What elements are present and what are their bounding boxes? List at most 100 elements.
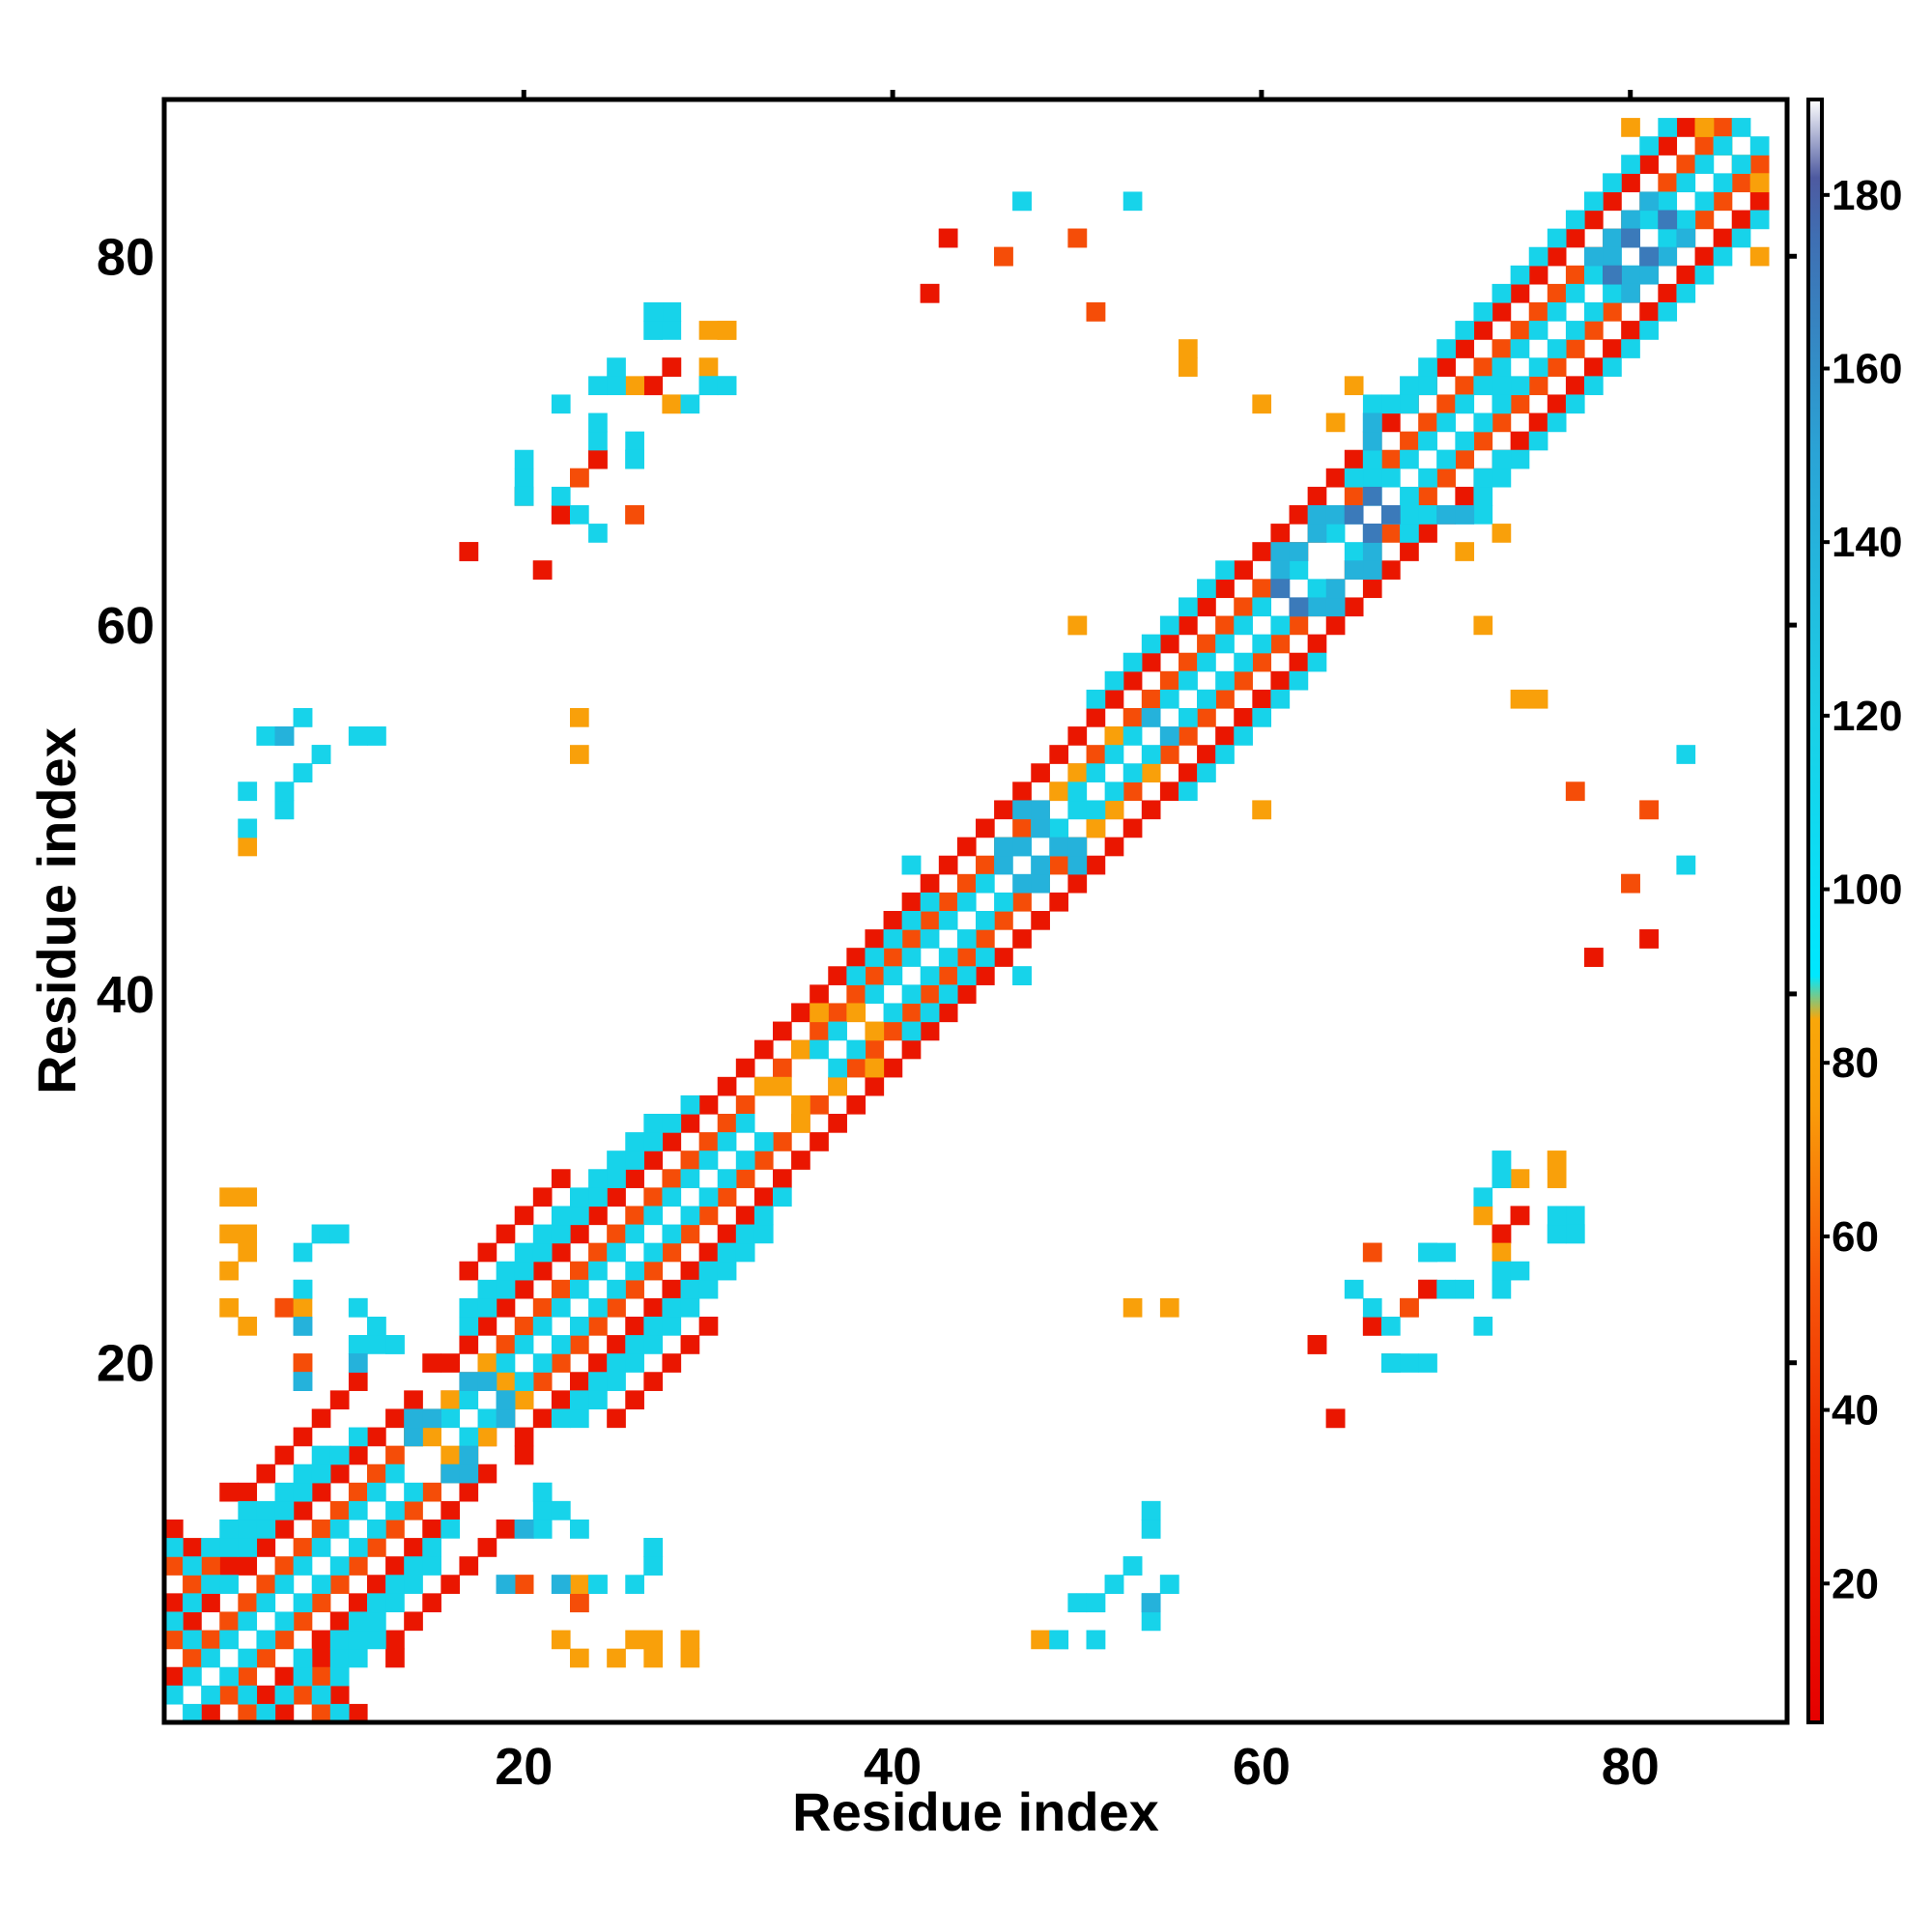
heatmap-cell [367,1575,386,1594]
heatmap-cell [293,1538,313,1557]
heatmap-cell [828,1003,847,1023]
heatmap-cell [1603,191,1622,212]
heatmap-cell [773,1076,792,1096]
heatmap-cell [1676,283,1696,303]
heatmap-cell [329,1520,350,1539]
heatmap-cell [1031,818,1050,838]
heatmap-cell [477,1242,497,1263]
heatmap-cell [404,1575,423,1594]
heatmap-cell [1122,191,1143,212]
heatmap-cell [791,1151,810,1170]
heatmap-cell [680,1279,700,1299]
heatmap-cell [1565,321,1585,340]
heatmap-cell [1325,1408,1346,1429]
heatmap-cell [791,1114,810,1133]
heatmap-cell [274,1556,295,1576]
heatmap-cell [256,1703,276,1723]
heatmap-cell [1012,800,1032,820]
heatmap-cell [1159,634,1179,654]
heatmap-cell [1234,560,1253,580]
heatmap-cell [440,1520,461,1539]
heatmap-cell [440,1463,461,1484]
heatmap-cell [477,1463,497,1484]
heatmap-cell [551,1242,571,1263]
heatmap-cell [1252,689,1272,709]
heatmap-cell [1676,265,1696,285]
heatmap-cell [883,1021,903,1041]
heatmap-cell [385,1335,405,1354]
heatmap-cell [183,1611,202,1632]
heatmap-cell [588,1353,608,1373]
heatmap-cell [514,1575,534,1594]
colorbar-tick-label: 180 [1832,172,1902,219]
heatmap-cell [1122,670,1143,691]
heatmap-cell [367,1520,386,1539]
heatmap-cell [1270,579,1291,599]
heatmap-cell [238,781,258,802]
heatmap-cell [1215,560,1235,580]
heatmap-cell [1436,357,1456,377]
heatmap-cell [1694,265,1715,285]
heatmap-cell [1234,597,1253,617]
heatmap-cell [219,1482,239,1502]
heatmap-cell [1215,579,1235,599]
heatmap-cell [274,1611,295,1632]
heatmap-cell [1344,542,1364,561]
heatmap-cell [422,1538,441,1557]
heatmap-cell [219,1187,239,1208]
x-tick-label: 60 [1233,1738,1291,1796]
heatmap-cell [680,1630,700,1650]
heatmap-cell [1603,246,1622,267]
x-tick-label: 80 [1602,1738,1660,1796]
heatmap-cell [1547,1206,1567,1226]
heatmap-cell [532,1372,553,1391]
heatmap-cell [1012,781,1032,802]
heatmap-cell [256,1685,276,1705]
heatmap-cell [1179,708,1198,727]
heatmap-cell [1344,560,1364,580]
heatmap-cell [1325,524,1346,543]
heatmap-cell [1344,449,1364,469]
heatmap-cell [274,1297,295,1318]
heatmap-cell [1400,542,1419,561]
heatmap-cell [1584,302,1604,322]
heatmap-cell [329,1556,350,1576]
heatmap-cell [607,1372,626,1391]
heatmap-cell [1049,892,1069,912]
heatmap-cell [367,1630,386,1650]
heatmap-cell [238,1224,258,1244]
heatmap-cell [1159,670,1179,691]
heatmap-cell [1252,597,1272,617]
heatmap-cell [1289,597,1309,617]
heatmap-cell [551,1390,571,1410]
heatmap-cell [717,1114,737,1133]
heatmap-cell [1621,155,1640,174]
heatmap-cell [1418,431,1437,451]
heatmap-cell [846,1094,867,1115]
heatmap-cell [1436,1242,1456,1263]
heatmap-cell [607,1242,626,1263]
heatmap-cell [1307,597,1327,617]
heatmap-cell [551,1353,571,1373]
heatmap-cell [570,1261,589,1281]
heatmap-cell [348,1500,368,1520]
heatmap-cell [570,1408,589,1429]
heatmap-cell [459,1556,479,1576]
heatmap-cell [570,1575,589,1594]
heatmap-cell [1400,524,1419,543]
heatmap-cell [1694,118,1715,137]
heatmap-cell [1584,191,1604,212]
heatmap-cell [1012,892,1032,912]
heatmap-cell [1159,1575,1179,1594]
heatmap-cell [348,726,368,746]
heatmap-cell [625,505,644,525]
heatmap-cell [329,1224,350,1244]
heatmap-cell [274,726,295,746]
heatmap-cell [183,1538,202,1557]
heatmap-cell [1104,689,1124,709]
heatmap-cell [1104,745,1124,764]
heatmap-cell [680,1335,700,1354]
heatmap-cell [256,1593,276,1613]
heatmap-cell [1086,745,1106,764]
heatmap-cell [1289,560,1309,580]
